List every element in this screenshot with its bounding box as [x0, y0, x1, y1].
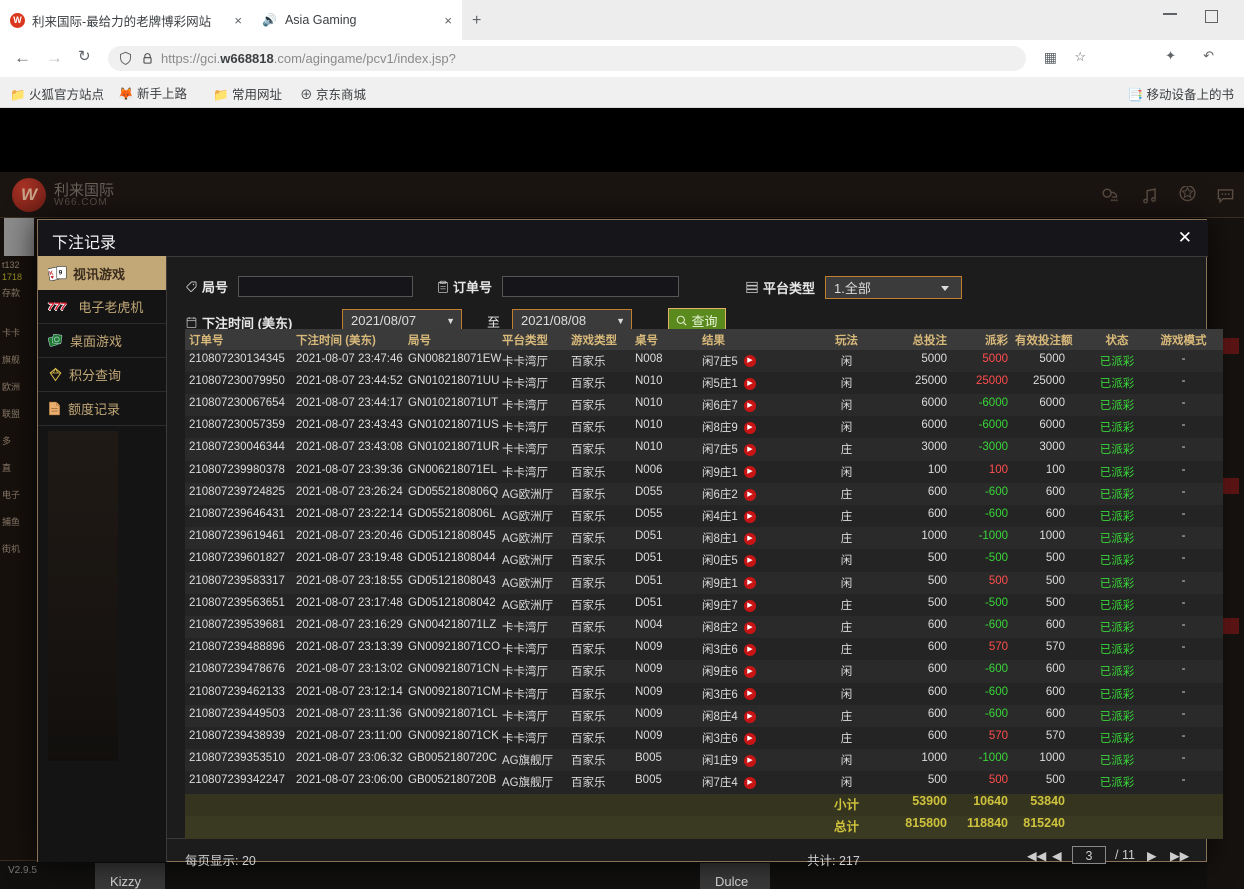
svg-text:9: 9: [59, 269, 63, 276]
